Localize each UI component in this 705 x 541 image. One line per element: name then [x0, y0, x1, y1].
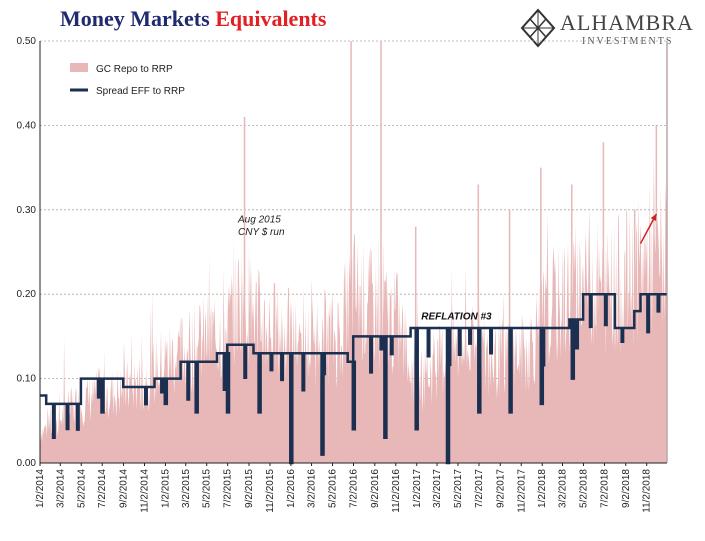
x-tick-label: 9/2/2017	[495, 469, 506, 508]
x-tick-label: 5/2/2016	[328, 469, 339, 508]
legend-label-spread-eff: Spread EFF to RRP	[96, 86, 185, 97]
logo-name: ALHAMBRA	[560, 10, 694, 35]
annotation-text: CNY $ run	[238, 227, 285, 238]
chart-title: Money Markets Equivalents	[60, 6, 326, 32]
y-tick-label: 0.50	[17, 36, 37, 47]
title-part-1: Money Markets	[60, 6, 216, 31]
x-tick-label: 5/2/2015	[202, 469, 213, 508]
title-part-2: Equivalents	[215, 6, 327, 31]
x-tick-label: 7/2/2014	[97, 469, 108, 508]
x-tick-label: 1/2/2018	[537, 469, 548, 508]
x-tick-label: 9/2/2015	[244, 469, 255, 508]
x-tick-label: 3/2/2014	[55, 469, 66, 508]
x-tick-label: 5/2/2018	[578, 469, 589, 508]
x-tick-label: 1/2/2017	[412, 469, 423, 508]
y-tick-label: 0.10	[17, 374, 37, 385]
x-tick-label: 11/2/2016	[391, 469, 402, 513]
x-tick-label: 9/2/2018	[621, 469, 632, 508]
x-tick-label: 7/2/2017	[474, 469, 485, 508]
x-tick-label: 11/2/2015	[265, 469, 276, 513]
line-layer	[40, 292, 667, 465]
legend: GC Repo to RRP Spread EFF to RRP	[70, 63, 185, 97]
x-tick-label: 1/2/2015	[160, 469, 171, 508]
alhambra-logo: ALHAMBRA INVESTMENTS	[520, 8, 695, 52]
legend-swatch-gc-repo	[70, 63, 88, 72]
x-tick-label: 9/2/2016	[370, 469, 381, 508]
logo-subtitle: INVESTMENTS	[582, 36, 674, 47]
x-tick-label: 1/2/2014	[35, 469, 46, 508]
annotation-text: REFLATION #3	[421, 312, 492, 323]
x-tick-label: 5/2/2014	[76, 469, 87, 508]
annotations: Aug 2015 CNY $ run REFLATION #3	[237, 213, 658, 323]
x-tick-label: 1/2/2016	[286, 469, 297, 508]
y-tick-label: 0.20	[17, 289, 37, 300]
axis-layer: 0.00 0.10 0.20 0.30 0.40 0.50 1/2/2014 3/2/2014…	[17, 36, 668, 513]
y-tick-label: 0.00	[17, 458, 37, 469]
x-tick-label: 3/2/2015	[181, 469, 192, 508]
x-tick-label: 11/2/2018	[642, 469, 653, 513]
trend-arrow-head	[650, 214, 657, 222]
x-tick-label: 3/2/2016	[307, 469, 318, 508]
y-tick-label: 0.40	[17, 120, 37, 131]
x-tick-label: 11/2/2017	[516, 469, 527, 513]
y-tick-label: 0.30	[17, 205, 37, 216]
x-tick-label: 9/2/2014	[119, 469, 130, 508]
x-tick-label: 11/2/2014	[140, 469, 151, 513]
annotation-text: Aug 2015	[237, 214, 281, 225]
x-tick-label: 3/2/2017	[432, 469, 443, 508]
x-tick-label: 3/2/2018	[558, 469, 569, 508]
diamond-lattice-icon	[520, 8, 556, 48]
x-tick-label: 7/2/2018	[599, 469, 610, 508]
x-tick-label: 5/2/2017	[453, 469, 464, 508]
legend-label-gc-repo: GC Repo to RRP	[96, 64, 173, 75]
x-tick-label: 7/2/2015	[223, 469, 234, 508]
x-tick-label: 7/2/2016	[349, 469, 360, 508]
spread-eff-line	[40, 292, 667, 465]
